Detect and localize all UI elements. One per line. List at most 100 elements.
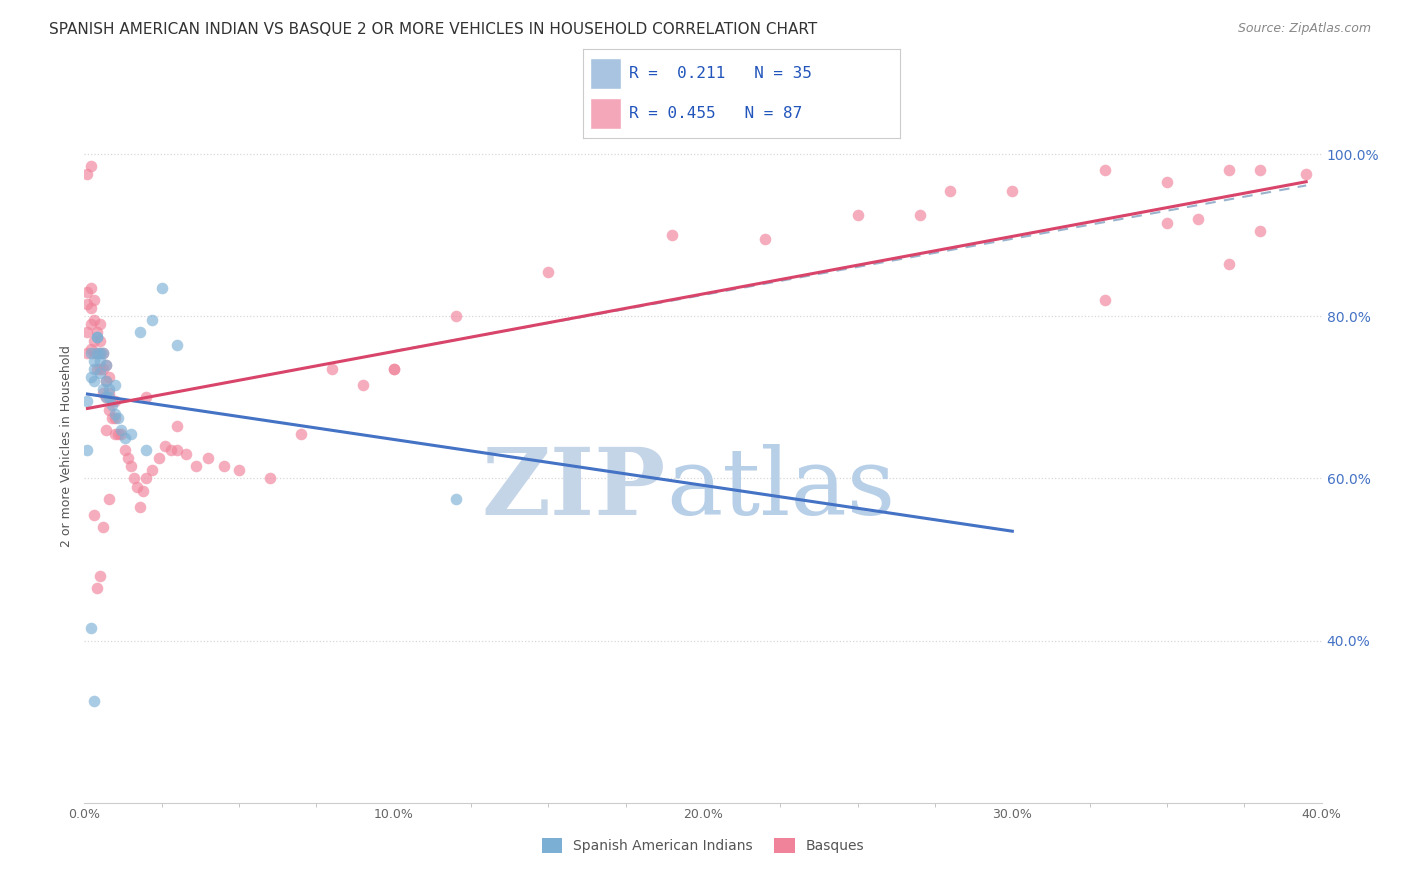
Point — [91, 362, 114, 376]
Point — [89, 345, 111, 359]
Point — [1094, 163, 1116, 178]
Point — [101, 394, 124, 409]
Legend: Spanish American Indians, Basques: Spanish American Indians, Basques — [534, 831, 872, 860]
Point — [89, 334, 111, 348]
Point — [76, 167, 98, 181]
Point — [1094, 293, 1116, 307]
Point — [76, 326, 98, 340]
Point — [166, 443, 188, 458]
Point — [86, 345, 108, 359]
Point — [83, 313, 105, 327]
Point — [94, 390, 117, 404]
Point — [79, 370, 101, 384]
Point — [79, 622, 101, 636]
Point — [83, 362, 105, 376]
Point — [83, 374, 105, 388]
Text: atlas: atlas — [666, 444, 896, 533]
Point — [86, 581, 108, 595]
Point — [1295, 167, 1317, 181]
Point — [290, 426, 312, 441]
Point — [1218, 163, 1240, 178]
Point — [101, 410, 124, 425]
Point — [89, 345, 111, 359]
Point — [83, 334, 105, 348]
Point — [104, 378, 127, 392]
Point — [122, 471, 145, 485]
Point — [661, 228, 683, 243]
Point — [76, 443, 98, 458]
Point — [79, 281, 101, 295]
Point — [129, 500, 152, 514]
Point — [94, 423, 117, 437]
Text: R = 0.455   N = 87: R = 0.455 N = 87 — [630, 106, 803, 121]
Point — [150, 281, 173, 295]
Point — [908, 208, 931, 222]
Point — [176, 447, 198, 461]
Point — [76, 285, 98, 299]
Point — [382, 362, 405, 376]
Point — [444, 310, 467, 324]
Point — [94, 374, 117, 388]
Point — [86, 362, 108, 376]
Point — [1249, 163, 1271, 178]
Point — [94, 390, 117, 404]
Point — [86, 329, 108, 343]
Point — [91, 345, 114, 359]
Point — [86, 326, 108, 340]
Point — [114, 443, 136, 458]
Point — [79, 345, 101, 359]
Point — [89, 362, 111, 376]
Bar — [591, 98, 621, 129]
Point — [1187, 211, 1209, 226]
Point — [101, 399, 124, 413]
Point — [754, 232, 776, 246]
Point — [79, 159, 101, 173]
Point — [166, 418, 188, 433]
Point — [120, 459, 142, 474]
Point — [148, 451, 170, 466]
Point — [98, 382, 121, 396]
Point — [79, 301, 101, 315]
Point — [135, 390, 157, 404]
Point — [98, 386, 121, 401]
Point — [86, 329, 108, 343]
Point — [104, 410, 127, 425]
Point — [1218, 256, 1240, 270]
Point — [166, 337, 188, 351]
Point — [1156, 216, 1178, 230]
Point — [91, 520, 114, 534]
Point — [114, 431, 136, 445]
Point — [1156, 176, 1178, 190]
Point — [846, 208, 869, 222]
Point — [98, 402, 121, 417]
Point — [120, 426, 142, 441]
Point — [94, 358, 117, 372]
Point — [184, 459, 207, 474]
Point — [197, 451, 219, 466]
Point — [110, 426, 132, 441]
Point — [76, 297, 98, 311]
Point — [153, 439, 176, 453]
Point — [125, 479, 148, 493]
Point — [83, 508, 105, 522]
Point — [259, 471, 281, 485]
Point — [352, 378, 374, 392]
Point — [129, 326, 152, 340]
Point — [89, 318, 111, 332]
Point — [141, 313, 163, 327]
Y-axis label: 2 or more Vehicles in Household: 2 or more Vehicles in Household — [59, 345, 73, 547]
Point — [76, 394, 98, 409]
Point — [132, 483, 155, 498]
Point — [160, 443, 183, 458]
Point — [83, 354, 105, 368]
Point — [939, 184, 962, 198]
Point — [321, 362, 343, 376]
Point — [79, 318, 101, 332]
Point — [98, 390, 121, 404]
Point — [117, 451, 139, 466]
Point — [104, 426, 127, 441]
Point — [98, 491, 121, 506]
Point — [89, 568, 111, 582]
Point — [104, 407, 127, 421]
Point — [83, 694, 105, 708]
